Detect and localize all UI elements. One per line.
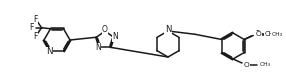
Text: CH₃: CH₃ (271, 32, 282, 37)
Text: N: N (112, 32, 118, 41)
Text: CH₃: CH₃ (260, 62, 271, 67)
Text: N: N (165, 25, 171, 34)
Text: O: O (102, 25, 108, 34)
Text: N: N (95, 43, 101, 52)
Text: F: F (33, 15, 38, 24)
Text: F: F (33, 32, 38, 41)
Text: CH₃: CH₃ (264, 32, 276, 38)
Text: N: N (46, 47, 52, 56)
Text: O: O (244, 62, 250, 68)
Text: F: F (29, 23, 34, 32)
Text: O: O (254, 30, 260, 39)
Text: O: O (255, 31, 261, 37)
